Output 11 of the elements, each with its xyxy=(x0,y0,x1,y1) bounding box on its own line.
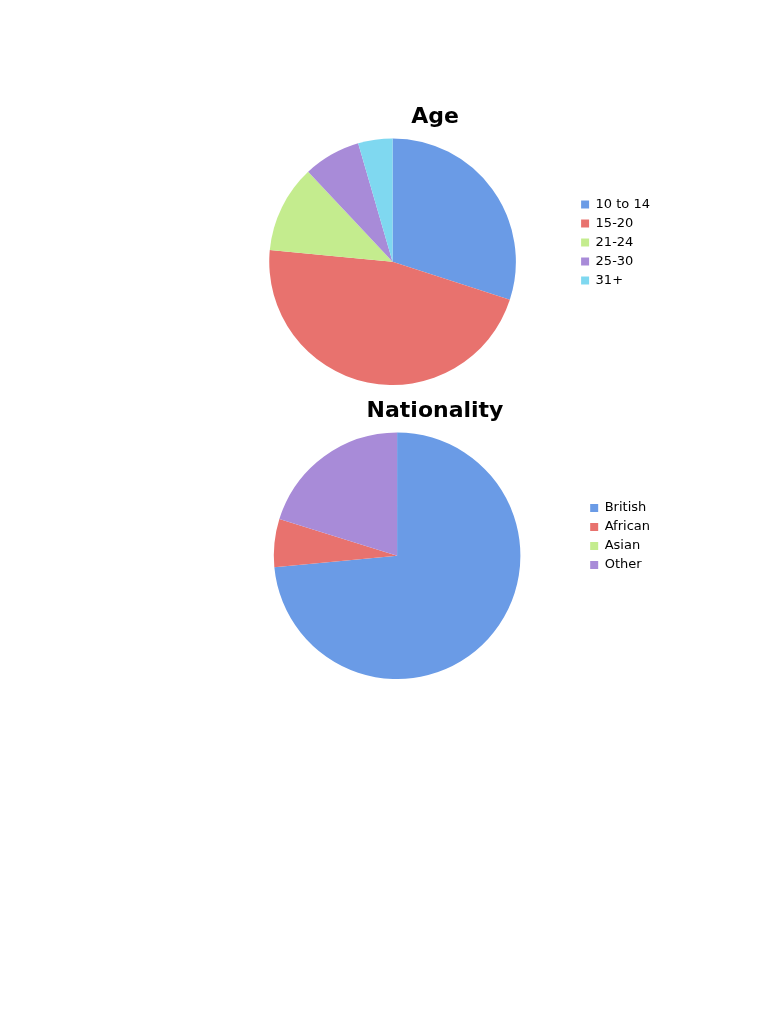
legend-label: British xyxy=(604,499,647,515)
legend-label: 21-24 xyxy=(595,233,634,249)
chart-title: Nationality xyxy=(366,396,504,422)
legend-label: 10 to 14 xyxy=(595,195,651,211)
chart-title: Age xyxy=(411,102,459,128)
legend-label: 31+ xyxy=(595,271,624,287)
legend-label: 25-30 xyxy=(595,252,634,268)
legend-label: African xyxy=(604,518,651,534)
legend-label: 15-20 xyxy=(595,214,634,230)
legend-label: Other xyxy=(604,556,643,572)
legend-label: Asian xyxy=(604,537,641,553)
